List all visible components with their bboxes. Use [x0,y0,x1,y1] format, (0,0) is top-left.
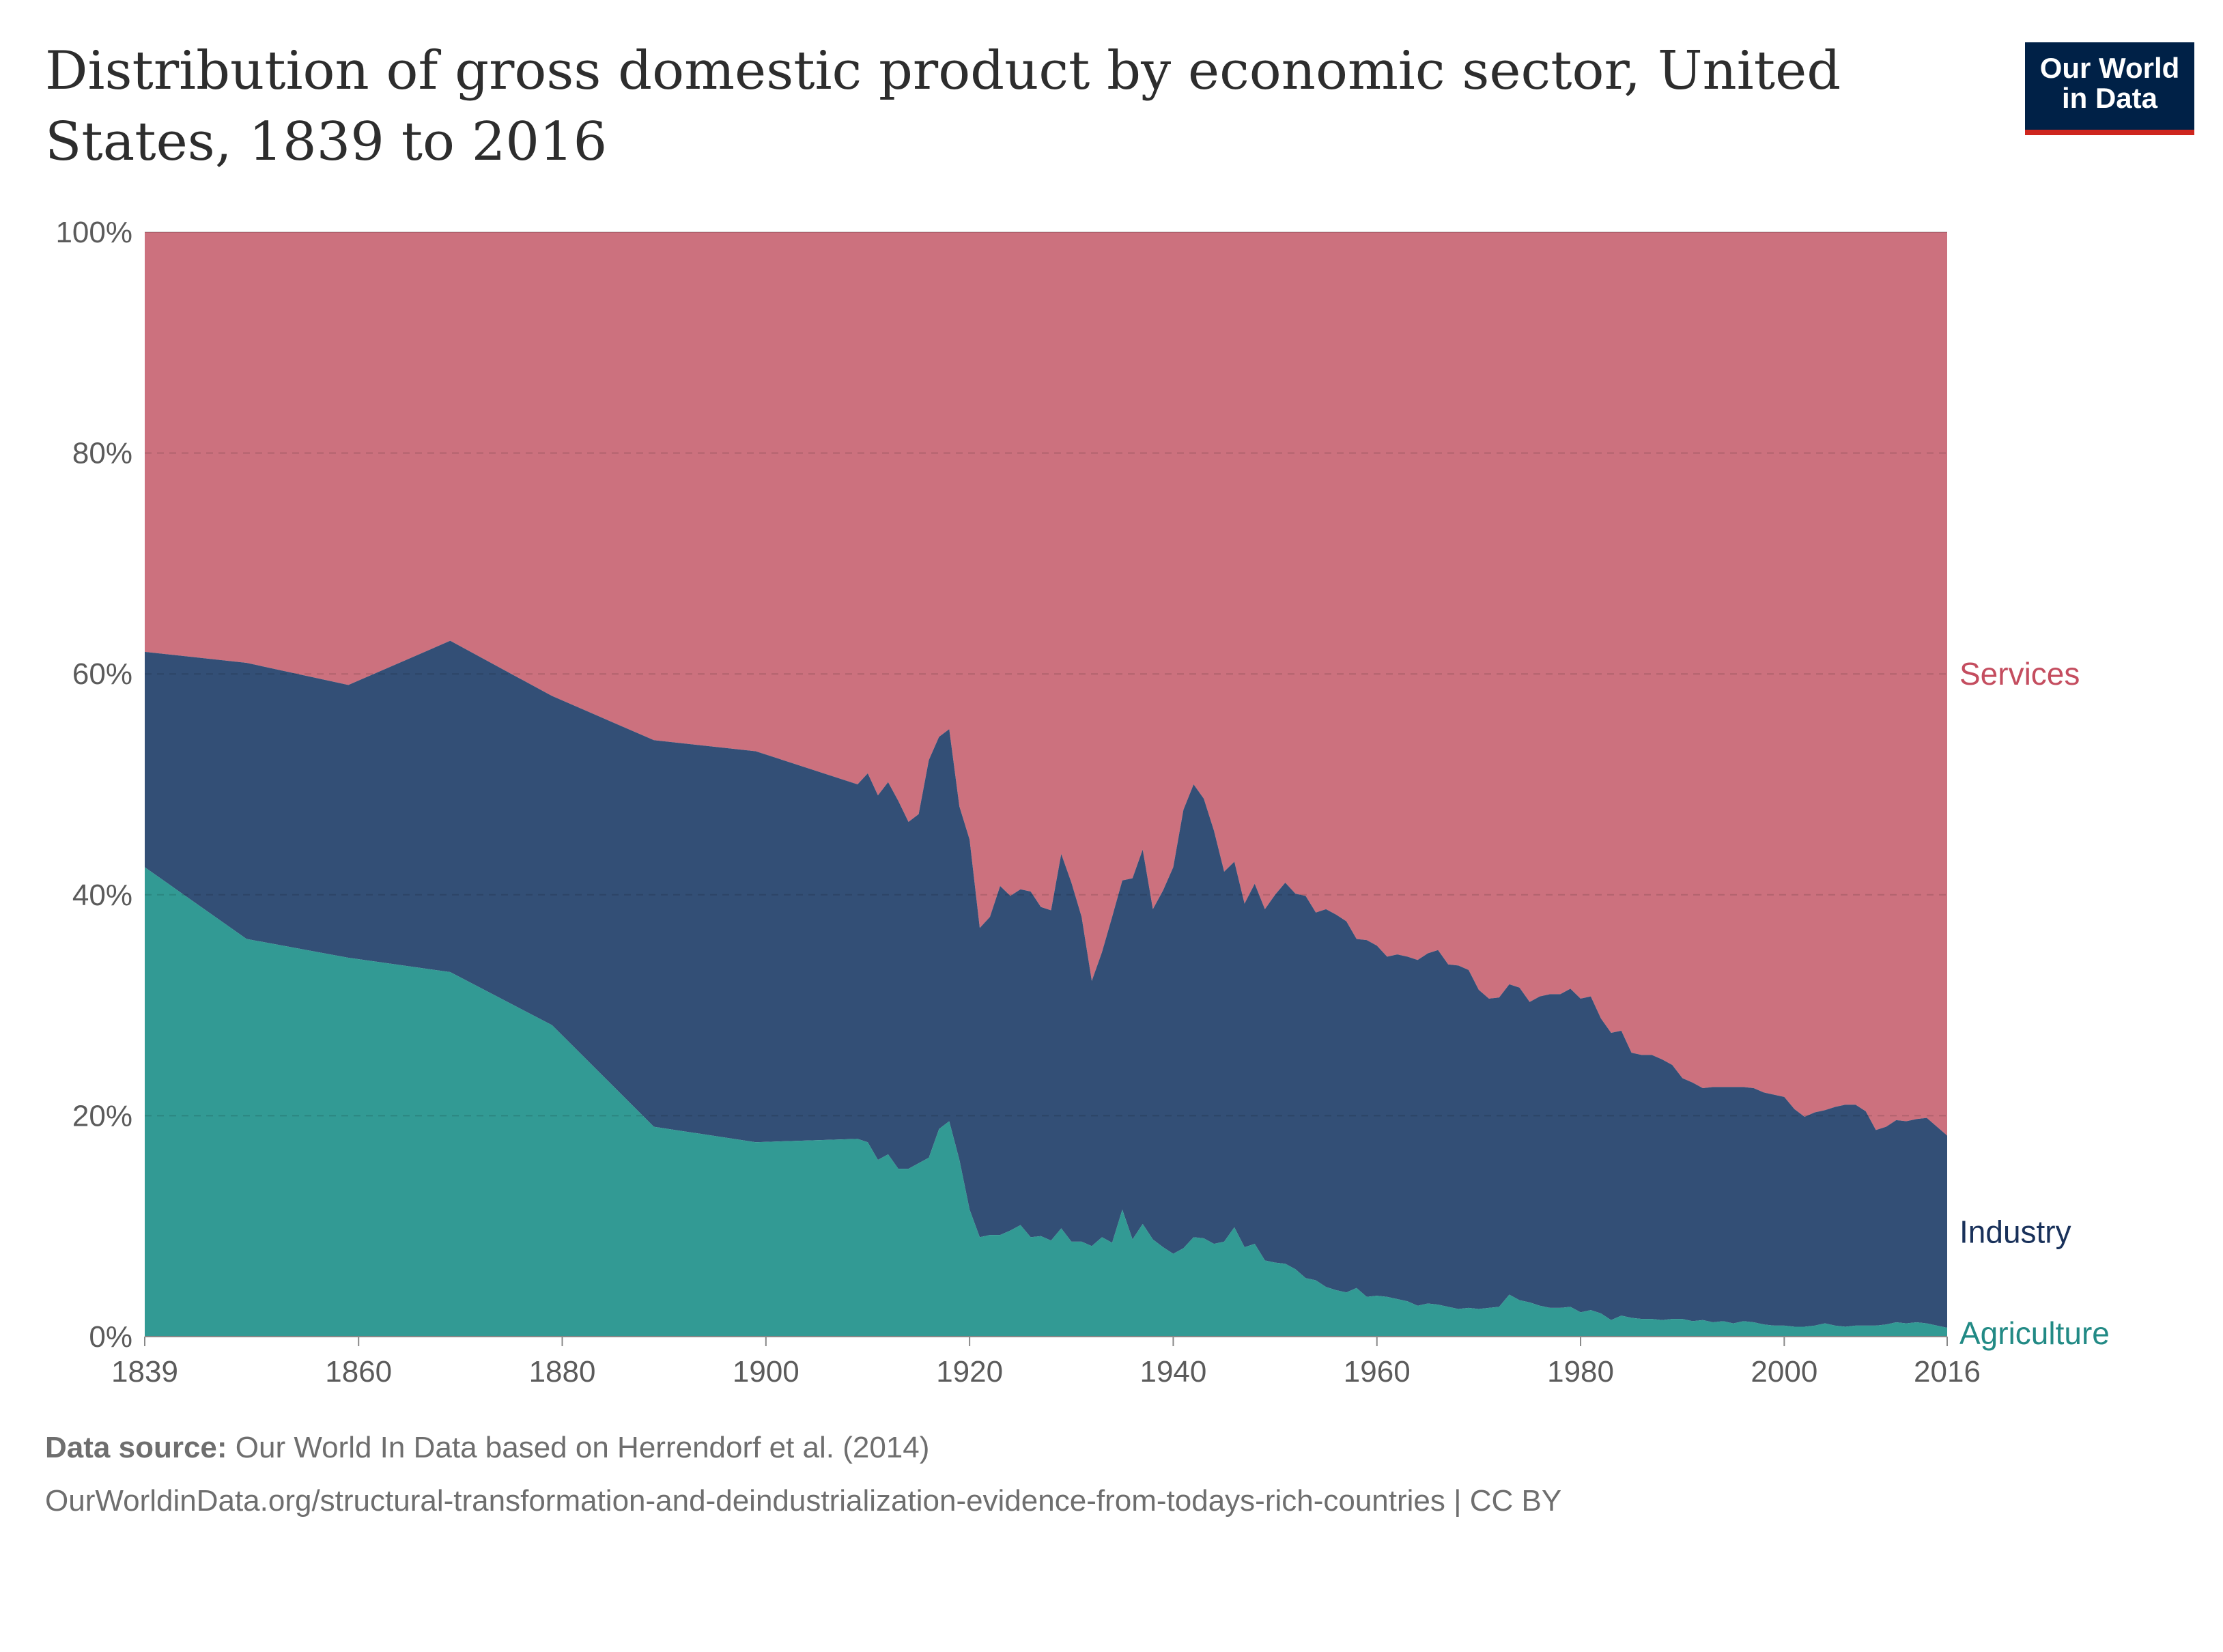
series-area-industry [145,640,1947,1328]
legend-services: Services [1959,656,2080,692]
logo-line-1: Our World [2039,52,2180,84]
chart-title: Distribution of gross domestic product b… [45,40,1841,173]
legend-industry: Industry [1959,1214,2071,1249]
x-tick-label: 1900 [733,1355,799,1388]
area-layer [145,231,1947,1337]
x-tick-label: 1940 [1139,1355,1206,1388]
x-tick-label: 2016 [1914,1355,1981,1388]
x-tick-label: 1860 [325,1355,392,1388]
x-tick-label: 1960 [1344,1355,1411,1388]
series-area-agriculture [145,867,1947,1337]
y-tick-label: 80% [72,437,132,470]
y-tick-label: 60% [72,657,132,691]
logo-line-2: in Data [2061,82,2158,114]
y-tick-label: 0% [89,1320,132,1354]
source-url-line[interactable]: OurWorldinData.org/structural-transforma… [45,1484,1562,1518]
axis-layer: 0% 20% 40% 60% 80% 100% 1839 1860 1880 1900 1920 19… [55,216,1980,1388]
x-tick-label: 1880 [529,1355,596,1388]
series-area-services [145,232,1947,1136]
y-tick-label: 100% [55,216,132,249]
data-source-line: Data source: Our World In Data based on … [45,1431,929,1465]
y-tick-label: 40% [72,879,132,912]
legend-layer: Services Industry Agriculture [1959,656,2110,1351]
x-tick-label: 1980 [1547,1355,1614,1388]
y-tick-label: 20% [72,1099,132,1133]
data-source-text: Our World In Data based on Herrendorf et… [235,1431,930,1464]
x-tick-label: 1839 [111,1355,178,1388]
data-source-label: Data source: [45,1431,227,1464]
legend-agriculture: Agriculture [1959,1315,2110,1351]
x-tick-label: 1920 [936,1355,1003,1388]
x-tick-label: 2000 [1751,1355,1817,1388]
owid-logo[interactable]: Our World in Data [2025,42,2194,135]
